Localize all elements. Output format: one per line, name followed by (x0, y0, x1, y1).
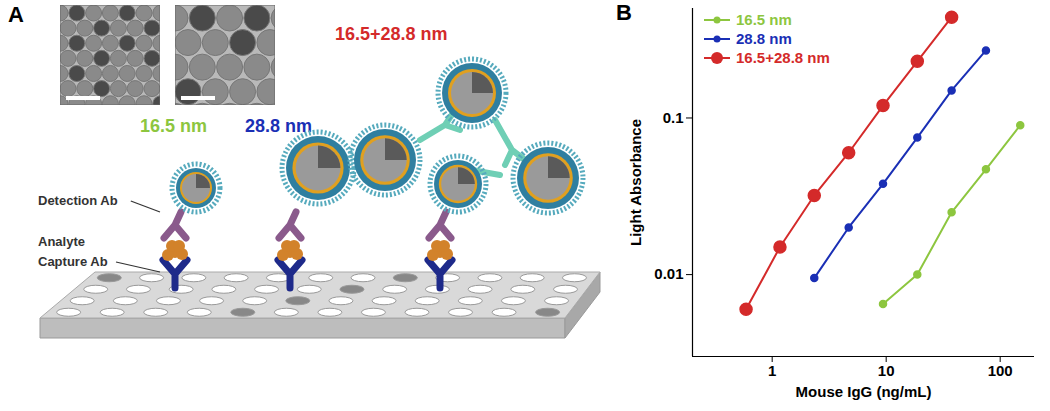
html-text:28.8 nm: 28.8 nm (736, 30, 792, 47)
svg-text:Capture Ab: Capture Ab (38, 254, 108, 269)
svg-text:16.5 nm: 16.5 nm (140, 116, 207, 136)
svg-text:100: 100 (988, 362, 1013, 379)
svg-text:A: A (8, 2, 24, 27)
svg-text:0.1: 0.1 (663, 109, 684, 126)
svg-text:Detection Ab: Detection Ab (38, 193, 118, 208)
svg-text:16.5+28.8 nm: 16.5+28.8 nm (335, 24, 448, 44)
html-text:B: B (616, 0, 632, 25)
svg-text:1: 1 (768, 362, 776, 379)
html-text:16.5+28.8 nm: 16.5+28.8 nm (736, 49, 830, 66)
svg-text:28.8 nm: 28.8 nm (245, 116, 312, 136)
svg-text:Analyte: Analyte (38, 234, 85, 249)
svg-text:Light Absorbance: Light Absorbance (627, 119, 644, 246)
svg-text:0.01: 0.01 (654, 265, 683, 282)
html-text:16.5 nm: 16.5 nm (736, 11, 792, 28)
svg-text:Mouse IgG (ng/mL): Mouse IgG (ng/mL) (796, 383, 932, 400)
svg-text:10: 10 (878, 362, 895, 379)
